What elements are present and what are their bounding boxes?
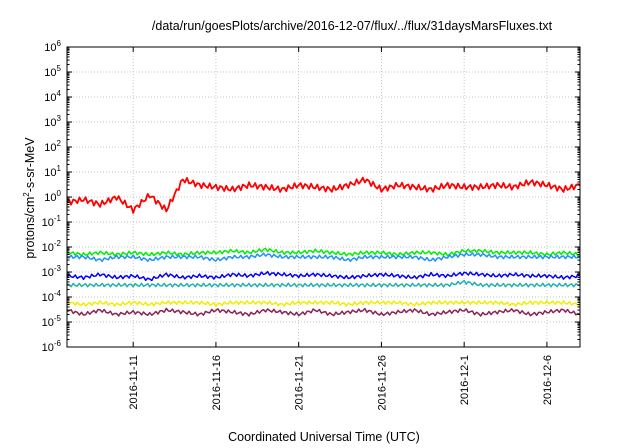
y-tick-label: 105: [44, 64, 61, 79]
y-tick-label: 10-5: [42, 314, 62, 329]
y-tick-label: 106: [44, 39, 61, 54]
x-tick-label: 2016-11-21: [294, 355, 306, 410]
y-tick-label-base: 10: [42, 242, 54, 254]
y-tick-label-exponent: -2: [54, 239, 62, 248]
y-tick-label-base: 10: [42, 342, 54, 354]
y-tick-label-exponent: -5: [54, 314, 62, 323]
series-line: [66, 252, 581, 263]
x-axis-label: Coordinated Universal Time (UTC): [228, 430, 420, 444]
chart-title: /data/run/goesPlots/archive/2016-12-07/f…: [152, 19, 553, 33]
y-tick-label: 10-4: [42, 289, 62, 304]
y-tick-label: 103: [44, 114, 61, 129]
y-tick-label-exponent: 0: [57, 189, 62, 198]
y-tick-label: 10-6: [42, 339, 62, 354]
grid: [67, 47, 580, 347]
y-tick-label-base: 10: [44, 67, 56, 79]
x-tick-label: 2016-12-1: [459, 355, 471, 405]
series-group: [66, 176, 581, 317]
y-tick-label: 101: [44, 164, 61, 179]
y-axis-label-main: protons/cm: [23, 197, 37, 259]
y-tick-label-base: 10: [42, 292, 54, 304]
y-tick-label: 10-2: [42, 239, 62, 254]
y-tick-label: 100: [44, 189, 61, 204]
series-line: [66, 300, 581, 307]
y-tick-label-base: 10: [42, 317, 54, 329]
x-axis-ticks: 2016-11-11 2016-11-16 2016-11-21 2016-11-26…: [128, 47, 554, 410]
y-tick-label: 10-1: [42, 214, 62, 229]
y-tick-label-base: 10: [44, 142, 56, 154]
y-tick-label-exponent: 3: [57, 114, 62, 123]
y-tick-label-exponent: 4: [57, 89, 62, 98]
y-tick-label-base: 10: [44, 192, 56, 204]
y-tick-label-exponent: -3: [54, 264, 62, 273]
y-tick-label: 102: [44, 139, 61, 154]
y-axis-label-superscript: 2: [22, 192, 31, 197]
y-tick-label-exponent: 1: [57, 164, 62, 173]
y-tick-label: 10-3: [42, 264, 62, 279]
y-tick-label-base: 10: [42, 267, 54, 279]
y-tick-label-base: 10: [44, 117, 56, 129]
y-tick-label-base: 10: [44, 92, 56, 104]
y-tick-label-exponent: -4: [54, 289, 62, 298]
series-line: [66, 270, 581, 282]
x-tick-label: 2016-11-16: [211, 355, 223, 410]
series-line: [66, 176, 581, 214]
y-tick-label-base: 10: [42, 217, 54, 229]
y-tick-label-exponent: 6: [57, 39, 62, 48]
y-tick-label-exponent: 2: [57, 139, 62, 148]
y-tick-label-exponent: -1: [54, 214, 62, 223]
x-tick-label: 2016-11-26: [376, 355, 388, 410]
series-line: [66, 279, 580, 288]
y-axis-label: protons/cm2-s-sr-MeV: [22, 137, 37, 259]
series-line: [66, 247, 581, 258]
x-tick-label: 2016-12-6: [542, 355, 554, 405]
series-line: [66, 307, 581, 317]
y-tick-label: 104: [44, 89, 61, 104]
x-tick-label: 2016-11-11: [128, 355, 140, 410]
y-axis-label-units: -s-sr-MeV: [23, 137, 37, 193]
y-axis-ticks: 10-610-510-410-310-210-11001011021031041…: [42, 39, 580, 354]
y-tick-label-exponent: 5: [57, 64, 62, 73]
y-tick-label-base: 10: [44, 42, 56, 54]
y-tick-label-exponent: -6: [54, 339, 62, 348]
y-tick-label-base: 10: [44, 167, 56, 179]
